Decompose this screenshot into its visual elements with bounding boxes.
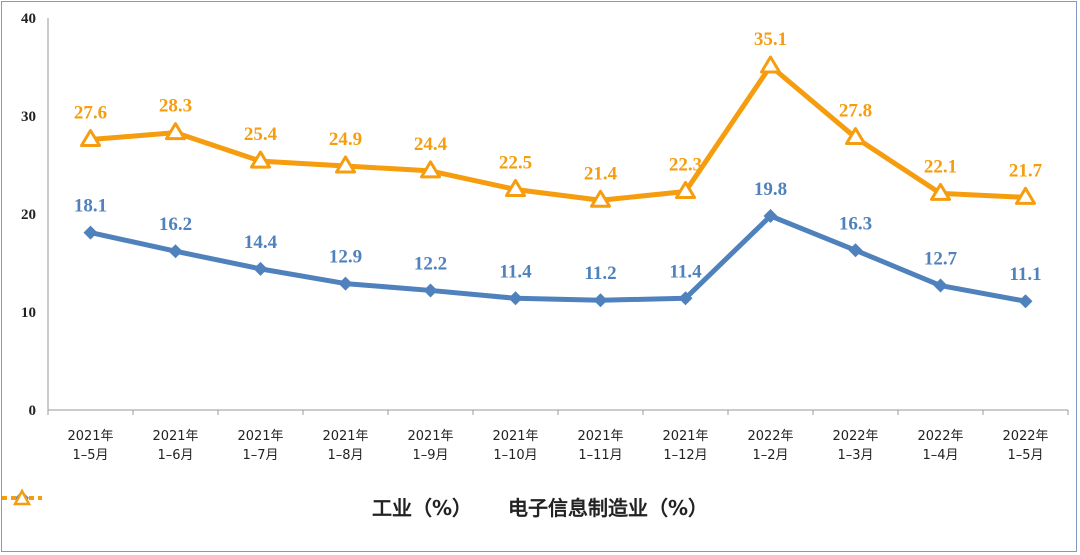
data-label: 19.8 [754, 179, 787, 200]
x-tick-label: 2022年 1–3月 [832, 429, 878, 463]
data-label: 22.1 [924, 156, 957, 177]
data-label: 22.3 [669, 154, 702, 175]
diamond-point [253, 261, 268, 276]
data-label: 27.8 [839, 101, 872, 122]
diamond-point [678, 291, 693, 306]
data-label: 21.4 [584, 163, 618, 184]
legend-label-industry: 工业（%） [371, 495, 472, 520]
data-label: 16.3 [839, 213, 872, 234]
y-tick-label: 30 [21, 109, 36, 125]
data-label: 28.3 [159, 96, 192, 117]
triangle-point [80, 129, 101, 148]
data-label: 14.4 [244, 232, 278, 253]
chart-legend: 工业（%） 电子信息制造业（%） [0, 488, 1080, 524]
data-label: 21.7 [1009, 160, 1043, 181]
data-label: 12.7 [924, 249, 958, 270]
diamond-point [933, 278, 948, 293]
triangle-point [1015, 186, 1036, 205]
diamond-point [168, 244, 183, 259]
x-tick-label: 2021年 1–9月 [407, 429, 453, 463]
triangle-point [250, 150, 271, 169]
triangle-point [760, 55, 781, 74]
data-label: 16.2 [159, 214, 192, 235]
diamond-point [593, 293, 608, 308]
data-label: 24.4 [414, 134, 448, 155]
x-tick-label: 2021年 1–5月 [67, 429, 113, 463]
diamond-point [763, 208, 778, 223]
x-tick-label: 2022年 1–2月 [747, 429, 793, 463]
legend-item-electronics: 电子信息制造业（%） [2, 488, 709, 521]
diamond-point [338, 276, 353, 291]
x-tick-label: 2022年 1–5月 [1002, 429, 1048, 463]
y-tick-label: 10 [21, 305, 36, 321]
data-label: 25.4 [244, 124, 278, 145]
triangle-point [165, 122, 186, 141]
data-label: 12.2 [414, 253, 447, 274]
data-label: 24.9 [329, 129, 362, 150]
y-tick-label: 0 [29, 403, 37, 419]
triangle-point [675, 180, 696, 199]
data-label: 11.1 [1009, 264, 1041, 285]
diamond-point [848, 243, 863, 258]
diamond-point [1018, 294, 1033, 309]
x-tick-label: 2021年 1–10月 [492, 429, 538, 463]
series-line-2 [88, 63, 1028, 203]
legend-item-industry: 工业（%） [2, 491, 472, 521]
data-label: 11.4 [669, 261, 702, 282]
data-label: 11.2 [584, 263, 616, 284]
data-label: 11.4 [499, 261, 532, 282]
legend-triangle-marker-icon [2, 488, 42, 506]
data-label: 22.5 [499, 153, 532, 174]
diamond-point [423, 283, 438, 298]
triangle-point [505, 179, 526, 197]
triangle-point [845, 127, 866, 146]
data-label: 12.9 [329, 247, 362, 268]
y-tick-label: 40 [21, 11, 36, 27]
series-line-1 [88, 213, 1028, 304]
diamond-point [83, 225, 98, 240]
x-tick-label: 2021年 1–7月 [237, 429, 283, 463]
x-tick-label: 2021年 1–12月 [662, 429, 708, 463]
x-tick-label: 2021年 1–11月 [577, 429, 623, 463]
triangle-point [335, 155, 356, 174]
x-tick-label: 2021年 1–6月 [152, 429, 198, 463]
x-tick-label: 2022年 1–4月 [917, 429, 963, 463]
triangle-point [420, 160, 441, 179]
y-tick-label: 20 [21, 207, 36, 223]
diamond-point [508, 291, 523, 306]
data-label: 27.6 [74, 103, 107, 124]
data-label: 35.1 [754, 29, 787, 50]
x-tick-label: 2021年 1–8月 [322, 429, 368, 463]
legend-label-electronics: 电子信息制造业（%） [508, 495, 709, 520]
triangle-point [590, 189, 611, 208]
triangle-point [930, 182, 951, 201]
data-label: 18.1 [74, 196, 107, 217]
line-chart: 0 10 20 30 40 2021年 1–5月 2021年 1–6月 2021年 1–7月 2021… [21, 11, 1069, 463]
